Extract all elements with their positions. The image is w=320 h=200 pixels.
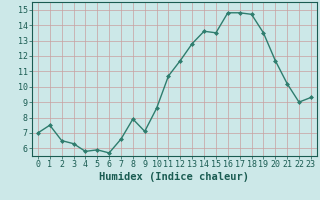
- X-axis label: Humidex (Indice chaleur): Humidex (Indice chaleur): [100, 172, 249, 182]
